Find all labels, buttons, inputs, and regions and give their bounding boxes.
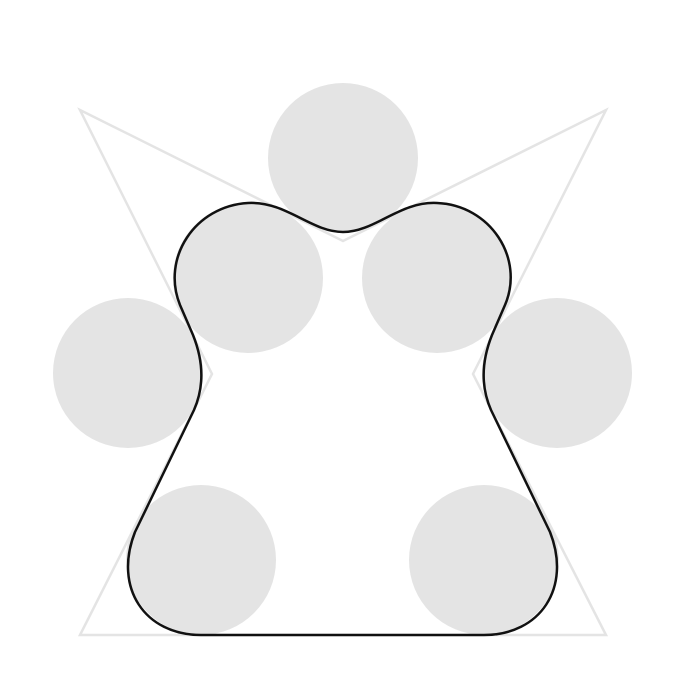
circle-upper-right bbox=[362, 203, 512, 353]
circle-middle-right bbox=[482, 298, 632, 448]
circle-middle-left bbox=[53, 298, 203, 448]
circle-lower-right bbox=[409, 485, 559, 635]
outline-curve bbox=[126, 201, 559, 637]
circle-lower-left bbox=[126, 485, 276, 635]
circle-top bbox=[268, 83, 418, 233]
circle-upper-left bbox=[173, 203, 323, 353]
